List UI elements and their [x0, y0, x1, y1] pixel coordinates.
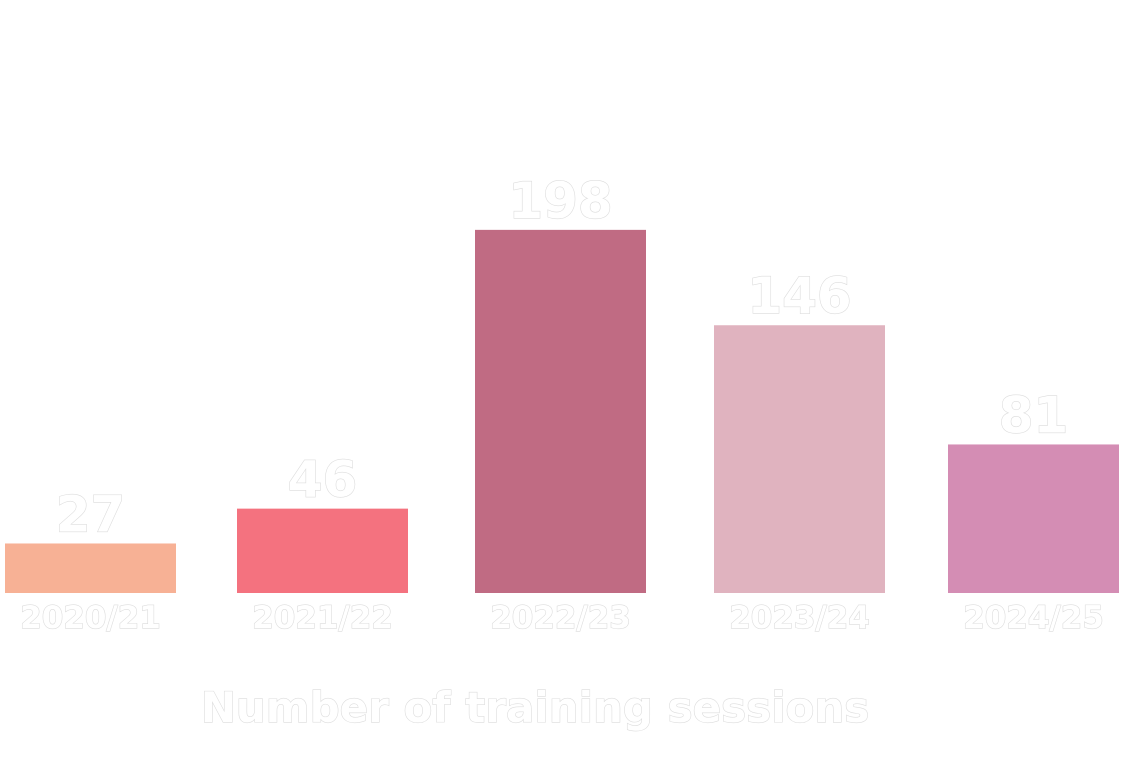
x-tick-label-2024-25: 2024/25 — [963, 600, 1104, 636]
x-tick-label-2023-24: 2023/24 — [729, 600, 870, 636]
bar-2020-21 — [5, 543, 176, 593]
value-labels-layer: 27 46 198 146 81 — [55, 171, 1069, 544]
value-label-2022-23: 198 — [508, 172, 612, 230]
x-tick-labels-layer: 2020/21 2021/22 2022/23 2023/24 2024/25 — [20, 599, 1105, 636]
bar-2024-25 — [948, 444, 1119, 593]
value-label-2020-21: 27 — [56, 485, 126, 543]
x-tick-label-2021-22: 2021/22 — [252, 600, 393, 636]
x-axis-title: Number of training sessions — [201, 683, 870, 732]
value-label-2023-24: 146 — [747, 267, 851, 325]
bar-2022-23 — [475, 229, 646, 594]
bar-2021-22 — [237, 508, 408, 593]
bars-layer — [5, 229, 1119, 594]
bar-2023-24 — [714, 325, 885, 593]
x-tick-label-2020-21: 2020/21 — [20, 600, 161, 636]
x-tick-label-2022-23: 2022/23 — [490, 600, 631, 636]
value-label-2024-25: 81 — [999, 386, 1069, 444]
value-label-2021-22: 46 — [288, 451, 358, 509]
